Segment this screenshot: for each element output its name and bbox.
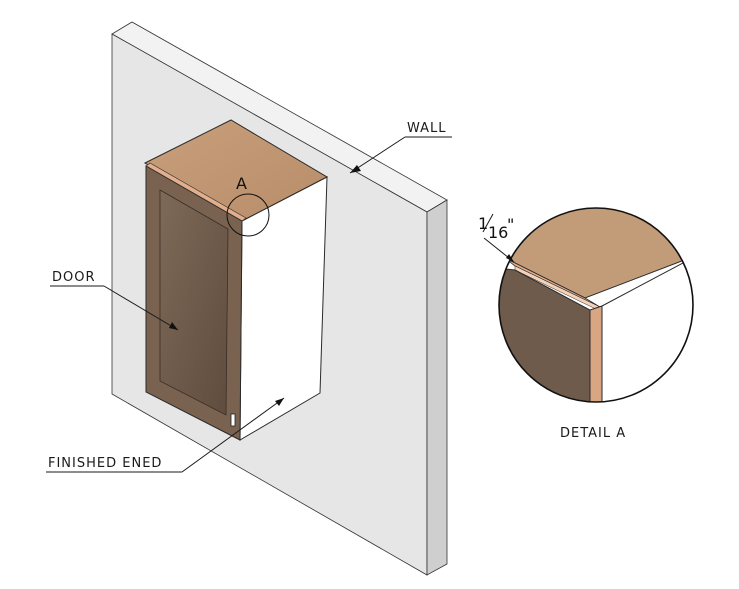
detail-door-side [589, 305, 603, 402]
gap-inch-mark: " [507, 215, 514, 234]
door-panel [159, 189, 229, 416]
cabinet [143, 119, 329, 441]
detail-a-circle [226, 193, 270, 237]
detail-caption: DETAIL A [560, 426, 626, 441]
wall-label: WALL [407, 121, 447, 136]
wall-callout: WALL [349, 121, 452, 174]
gap-fraction: 16 [488, 223, 508, 242]
gap-dimension: 1 16 " [478, 213, 514, 263]
detail-a-view [498, 207, 694, 403]
detail-marker: A [236, 174, 247, 193]
wall-side-edge [426, 199, 448, 576]
gap-whole: 1 [478, 214, 488, 233]
door-callout: DOOR [50, 270, 179, 331]
door-hinge [230, 413, 236, 427]
finished-end-label: FINISHED ENED [48, 456, 162, 471]
finished-end-callout: FINISHED ENED [46, 397, 285, 473]
door-label: DOOR [52, 270, 96, 285]
